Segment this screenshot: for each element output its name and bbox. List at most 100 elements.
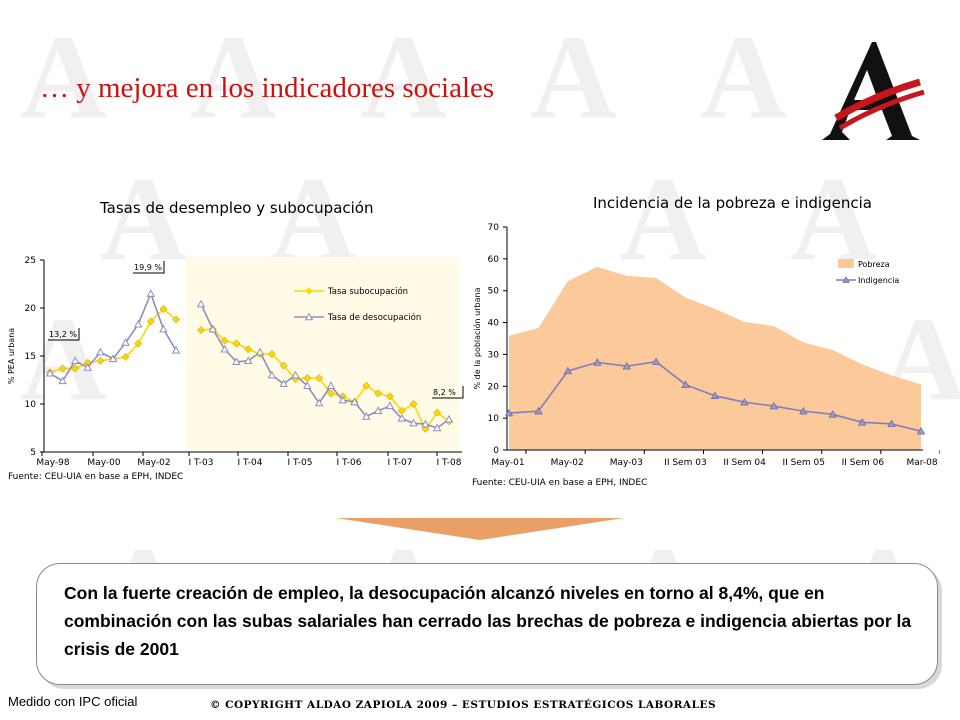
y-tick-label: 40: [488, 319, 500, 329]
data-point-desocupacion: [291, 370, 300, 379]
left-chart-source: Fuente: CEU-UIA en base a EPH, INDEC: [8, 472, 184, 482]
data-point-subocupacion: [421, 425, 430, 433]
series-line-desocupacion: [200, 303, 450, 429]
x-tick-label: II Sem 04: [723, 458, 766, 468]
data-point-desocupacion: [362, 412, 371, 420]
data-point-indigencia: [828, 410, 837, 418]
data-point-desocupacion: [409, 418, 418, 427]
data-point-desocupacion: [279, 379, 288, 388]
x-tick-label: May-02: [137, 458, 170, 468]
poverty-chart: % de la población urbana 0 10 20 30 40 50 60 70 M…: [472, 223, 940, 468]
data-point-desocupacion: [108, 354, 118, 363]
data-point-desocupacion: [208, 324, 218, 333]
data-point-indigencia: [710, 391, 720, 400]
x-tick-label: May-02: [551, 458, 584, 468]
annotation-bracket: [133, 261, 165, 274]
data-point-desocupacion: [303, 381, 312, 389]
data-point-indigencia: [622, 361, 631, 370]
data-point-subocupacion: [134, 339, 143, 348]
x-tick-label: May-03: [610, 458, 643, 468]
data-point-desocupacion: [70, 356, 80, 365]
data-point-desocupacion: [58, 376, 67, 385]
data-point-desocupacion: [220, 344, 229, 353]
data-point-subocupacion: [220, 336, 229, 345]
data-point-subocupacion: [374, 389, 383, 398]
data-point-desocupacion: [267, 370, 277, 379]
left-chart-title: Tasas de desempleo y subocupación: [100, 199, 374, 217]
x-tick-label: I T-04: [238, 458, 263, 468]
x-tick-label: May-00: [87, 458, 120, 468]
y-tick-label: 60: [488, 255, 500, 265]
y-tick-label: 70: [488, 223, 500, 233]
data-point-desocupacion: [83, 363, 93, 371]
x-tick-label: II Sem 06: [842, 458, 885, 468]
summary-text: Con la fuerte creación de empleo, la des…: [64, 583, 912, 659]
data-point-subocupacion: [409, 400, 418, 408]
logo: [822, 42, 925, 140]
annotation-label: 8,2 %: [433, 388, 456, 397]
legend-label: Indigencia: [858, 276, 899, 285]
data-point-subocupacion: [279, 361, 288, 370]
data-point-subocupacion: [244, 345, 253, 354]
x-tick-label: I T-05: [288, 458, 313, 468]
data-point-desocupacion: [255, 347, 265, 356]
footnote: Medido con IPC oficial: [8, 694, 138, 709]
data-point-desocupacion: [314, 398, 324, 407]
data-point-indigencia: [652, 357, 661, 365]
data-point-desocupacion: [232, 357, 241, 365]
summary-box: [36, 563, 938, 685]
data-point-indigencia: [799, 406, 808, 415]
data-point-indigencia: [740, 397, 749, 406]
data-point-desocupacion: [96, 347, 105, 356]
data-point-subocupacion: [159, 305, 168, 313]
y-axis-label: % PEA urbana: [7, 328, 16, 384]
data-point-desocupacion: [45, 368, 55, 377]
data-point-desocupacion: [444, 414, 454, 423]
y-tick-label: 5: [30, 448, 36, 458]
y-tick-label: 30: [488, 350, 500, 360]
data-point-desocupacion: [350, 397, 359, 406]
y-tick-label: 10: [488, 414, 500, 424]
data-point-desocupacion: [196, 299, 206, 308]
annotation-label: 13,2 %: [49, 330, 77, 339]
data-point-indigencia: [916, 426, 926, 435]
slide-title: … y mejora en los indicadores sociales: [40, 72, 495, 104]
data-point-subocupacion: [58, 364, 67, 373]
y-tick-label: 20: [25, 304, 37, 314]
y-tick-label: 50: [488, 287, 500, 297]
legend-label: Tasa de desocupación: [327, 312, 421, 323]
x-tick-label: May-98: [36, 458, 69, 468]
data-point-subocupacion: [315, 374, 324, 383]
data-point-indigencia: [887, 419, 896, 428]
data-point-subocupacion: [96, 356, 105, 365]
data-point-indigencia: [681, 380, 690, 388]
data-point-subocupacion: [232, 339, 241, 348]
data-point-desocupacion: [159, 324, 168, 333]
data-point-desocupacion: [421, 419, 430, 428]
data-point-desocupacion: [432, 423, 442, 432]
shaded-region: [186, 257, 460, 452]
down-arrow-icon: [336, 518, 624, 540]
right-chart-source: Fuente: CEU-UIA en base a EPH, INDEC: [472, 478, 648, 488]
data-point-indigencia: [593, 358, 602, 366]
x-tick-label: I T-06: [337, 458, 362, 468]
legend-swatch-pobreza: [838, 259, 854, 268]
data-point-desocupacion: [243, 356, 253, 365]
data-point-indigencia: [769, 401, 778, 410]
x-tick-label: I T-08: [437, 458, 462, 468]
data-point-desocupacion: [146, 289, 156, 297]
x-tick-label: I T-03: [189, 458, 214, 468]
data-point-indigencia: [858, 418, 867, 426]
data-point-subocupacion: [197, 326, 205, 335]
x-tick-label: II Sem 03: [664, 458, 707, 468]
y-tick-label: 15: [25, 352, 36, 362]
data-point-desocupacion: [338, 395, 347, 404]
data-point-subocupacion: [146, 317, 155, 326]
data-point-subocupacion: [362, 381, 371, 390]
annotation-bracket: [48, 328, 80, 341]
data-point-desocupacion: [171, 345, 181, 354]
legend-marker: [305, 287, 313, 295]
data-point-desocupacion: [385, 401, 395, 410]
legend-label: Pobreza: [858, 260, 890, 269]
y-tick-label: 20: [488, 382, 500, 392]
